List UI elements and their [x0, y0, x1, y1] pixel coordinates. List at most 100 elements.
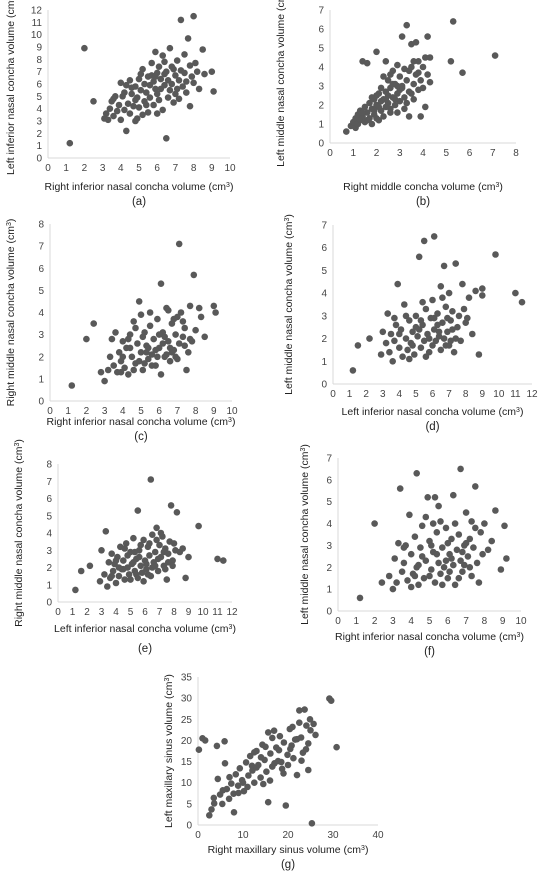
data-point	[407, 550, 415, 558]
data-point	[125, 571, 133, 578]
data-point	[115, 564, 123, 571]
data-point	[146, 540, 153, 547]
data-point	[262, 743, 269, 751]
data-point	[179, 333, 187, 341]
data-point	[192, 326, 199, 334]
data-point	[488, 537, 496, 545]
data-point	[460, 305, 468, 313]
y-tick-label: 0	[36, 154, 42, 165]
data-point	[112, 557, 120, 564]
data-point	[166, 86, 174, 94]
data-point	[403, 21, 411, 29]
x-tick-label: 0	[335, 616, 341, 627]
x-tick-label: 6	[467, 148, 473, 159]
data-point	[164, 94, 172, 101]
data-point	[120, 557, 127, 564]
x-tick-label: 20	[282, 830, 294, 841]
data-point	[143, 101, 150, 109]
data-point	[146, 94, 154, 101]
data-point	[190, 271, 198, 279]
data-point	[106, 353, 114, 361]
data-point	[195, 85, 203, 93]
data-point	[110, 362, 117, 369]
y-tick-label: 2	[321, 334, 327, 345]
data-point	[141, 360, 148, 367]
data-point	[450, 491, 457, 499]
data-point	[135, 75, 143, 83]
data-point	[407, 583, 415, 591]
data-point	[418, 522, 426, 530]
data-point	[389, 585, 397, 593]
data-point	[186, 62, 194, 69]
data-point	[104, 366, 112, 374]
x-tick-label: 4	[397, 389, 403, 400]
data-point	[175, 77, 183, 84]
data-point	[183, 366, 190, 374]
data-point	[124, 100, 132, 107]
y-tick-label: 0	[38, 397, 44, 408]
data-point	[132, 96, 139, 104]
data-point	[415, 69, 422, 76]
data-point	[368, 94, 376, 101]
data-point	[83, 335, 90, 343]
y-tick-label: 5	[318, 44, 324, 55]
data-point	[175, 340, 183, 347]
data-point	[190, 79, 197, 87]
data-point	[137, 70, 145, 78]
data-point	[410, 58, 418, 65]
data-point	[123, 127, 130, 135]
data-point	[192, 59, 199, 67]
x-tick-label: 1	[350, 148, 356, 159]
data-point	[466, 564, 474, 571]
data-point	[375, 103, 383, 111]
data-point	[201, 737, 209, 744]
data-point	[420, 337, 428, 345]
data-point	[160, 548, 168, 556]
data-point	[126, 110, 134, 117]
y-tick-label: 0	[318, 139, 324, 150]
x-tick-label: 2	[82, 163, 88, 174]
data-point	[140, 536, 147, 544]
data-point	[354, 342, 362, 349]
data-point	[137, 311, 145, 319]
x-tick-label: 1	[65, 406, 71, 417]
data-point	[221, 738, 228, 745]
data-point	[479, 285, 486, 292]
data-point	[163, 135, 170, 142]
data-point	[157, 75, 165, 83]
x-tick-label: 0	[195, 830, 201, 841]
data-point	[131, 548, 139, 556]
y-tick-label: 2	[46, 563, 52, 574]
data-point	[137, 562, 144, 570]
x-tick-label: 7	[173, 163, 179, 174]
data-point	[226, 773, 233, 781]
data-point	[361, 103, 369, 111]
data-point	[422, 54, 429, 61]
data-point	[422, 513, 430, 521]
y-tick-label: 4	[326, 519, 332, 530]
data-point	[165, 307, 172, 314]
data-point	[446, 568, 453, 575]
data-point	[403, 99, 411, 107]
data-point	[459, 280, 466, 288]
data-point	[424, 33, 431, 40]
data-point	[417, 544, 424, 551]
data-point	[420, 574, 428, 582]
data-point	[449, 308, 456, 315]
data-point	[392, 321, 400, 329]
chart-panel: 0 10 20 30 40 0 5 10 15 20 25 30 35 Right maxillary s…	[163, 673, 384, 872]
x-tick-label: 1	[347, 389, 353, 400]
data-point	[109, 567, 117, 575]
x-tick-label: 9	[479, 389, 485, 400]
x-tick-label: 1	[354, 616, 360, 627]
data-point	[419, 298, 426, 306]
data-point	[139, 366, 147, 374]
panel-label: (b)	[416, 196, 430, 208]
data-point	[512, 289, 519, 297]
y-tick-label: 3	[321, 311, 327, 322]
data-point	[384, 310, 392, 317]
data-point	[128, 353, 136, 361]
data-point	[440, 564, 448, 571]
data-point	[159, 52, 166, 59]
data-point	[378, 579, 386, 586]
